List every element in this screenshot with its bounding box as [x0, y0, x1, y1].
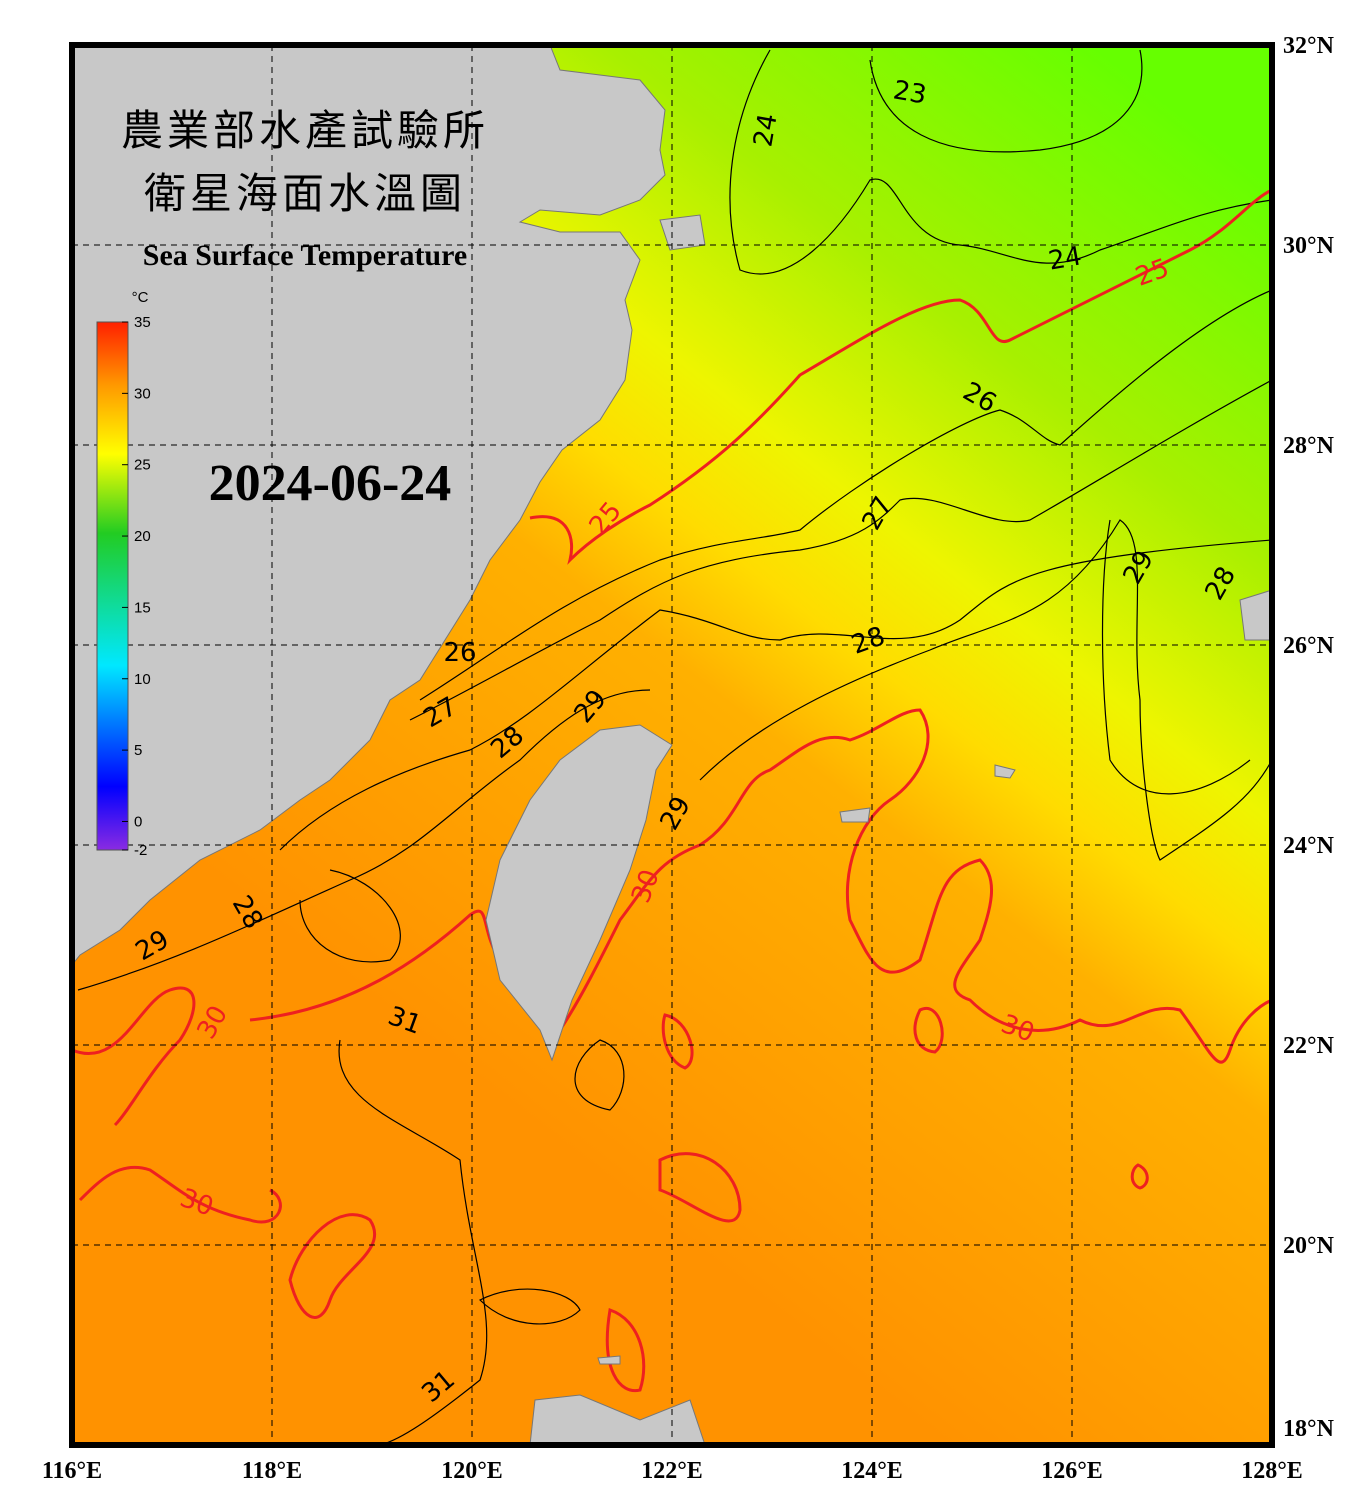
lat-tick-label: 18°N — [1283, 1416, 1335, 1442]
title-en: Sea Surface Temperature — [143, 239, 467, 272]
axis-labels: 116°E 118°E 120°E 122°E 124°E 126°E 128°E 18°N 2… — [42, 33, 1335, 1484]
land — [72, 45, 1272, 1445]
colorbar-tick-label: -2 — [134, 842, 147, 859]
lon-tick-label: 126°E — [1041, 1458, 1103, 1484]
colorbar-tick-label: 5 — [134, 742, 142, 759]
lat-tick-label: 28°N — [1283, 433, 1335, 459]
lat-tick-label: 24°N — [1283, 833, 1335, 859]
colorbar-tick-label: 20 — [134, 528, 151, 545]
contour-label: 24 — [748, 111, 783, 149]
title-zh-2: 衛星海面水溫圖 — [144, 169, 466, 218]
lat-tick-label: 30°N — [1283, 233, 1335, 259]
lon-tick-label: 118°E — [242, 1458, 302, 1484]
lon-tick-label: 128°E — [1241, 1458, 1303, 1484]
title-zh-1: 農業部水產試驗所 — [121, 106, 489, 155]
colorbar-tick-label: 10 — [134, 671, 151, 688]
lat-tick-label: 26°N — [1283, 633, 1335, 659]
map-frame — [69, 42, 1275, 1448]
date: 2024-06-24 — [209, 455, 452, 512]
lon-tick-label: 124°E — [841, 1458, 903, 1484]
contour-label: 24 — [1046, 241, 1084, 276]
colorbar-tick-label: 30 — [134, 385, 151, 402]
colorbar-tick-label: 15 — [134, 599, 151, 616]
colorbar-tick-label: 0 — [134, 813, 142, 830]
lon-tick-label: 116°E — [42, 1458, 102, 1484]
colorbar-tick-label: 35 — [134, 314, 151, 331]
graticule — [72, 45, 1272, 1445]
contour-label: 23 — [891, 75, 929, 110]
lat-tick-label: 22°N — [1283, 1033, 1335, 1059]
colorbar-ticks: -2 0 5 10 15 20 25 30 35 — [122, 314, 151, 859]
lon-tick-label: 120°E — [441, 1458, 503, 1484]
colorbar — [96, 321, 129, 851]
lat-tick-label: 32°N — [1283, 33, 1335, 59]
red-contours — [72, 188, 1272, 1393]
contour-label: 26 — [443, 638, 476, 668]
colorbar-unit: °C — [132, 289, 149, 306]
lon-tick-label: 122°E — [641, 1458, 703, 1484]
colorbar-tick-label: 25 — [134, 457, 151, 474]
lat-tick-label: 20°N — [1283, 1233, 1335, 1259]
